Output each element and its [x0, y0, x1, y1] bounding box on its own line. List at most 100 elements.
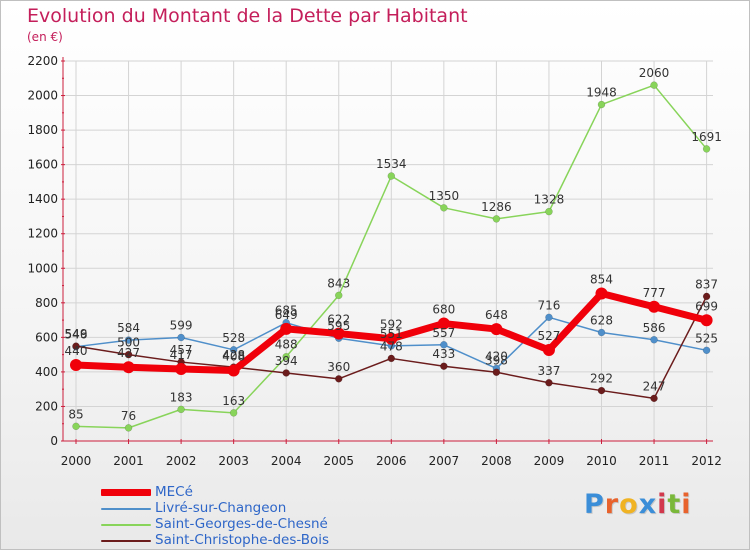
y-tick-label: 2200: [27, 54, 58, 68]
data-label-saint-georges-de-chesn-: 163: [222, 394, 245, 408]
data-point-saint-christophe-des-bois: [702, 292, 711, 301]
grid-layer: [63, 60, 713, 441]
legend-label: Saint-Georges-de-Chesné: [155, 516, 328, 532]
data-point-saint-christophe-des-bois: [545, 379, 553, 387]
data-point-livr-sur-changeon: [597, 328, 606, 337]
data-point-saint-georges-de-chesn-: [597, 100, 606, 109]
data-label-saint-georges-de-chesn-: 488: [275, 338, 298, 352]
data-point-livr-sur-changeon: [440, 341, 448, 349]
data-label-saint-christophe-des-bois: 398: [485, 353, 508, 367]
y-tick-label: 400: [35, 365, 58, 379]
logo-letter: i: [657, 489, 668, 520]
x-tick-label: 2002: [166, 454, 197, 468]
y-tick-label: 200: [35, 399, 58, 413]
data-point-mec-: [648, 300, 661, 313]
proxiti-logo: Proxiti: [584, 489, 692, 520]
data-label-livr-sur-changeon: 551: [380, 327, 403, 341]
data-point-saint-christophe-des-bois: [282, 369, 290, 377]
data-point-livr-sur-changeon: [545, 313, 553, 322]
legend-label: Saint-Christophe-des-Bois: [155, 532, 330, 548]
data-label-mec-: 854: [590, 272, 613, 286]
legend-label: MECé: [155, 484, 193, 500]
x-tick-label: 2006: [376, 454, 407, 468]
y-tick-label: 1400: [27, 192, 58, 206]
data-label-saint-christophe-des-bois: 478: [380, 339, 403, 353]
data-point-saint-georges-de-chesn-: [124, 424, 133, 432]
data-point-saint-christophe-des-bois: [72, 342, 80, 350]
data-point-livr-sur-changeon: [650, 336, 658, 344]
data-label-mec-: 699: [695, 299, 718, 313]
data-label-mec-: 427: [117, 346, 140, 360]
data-point-saint-christophe-des-bois: [440, 362, 448, 370]
data-label-saint-georges-de-chesn-: 76: [121, 409, 136, 423]
data-label-saint-christophe-des-bois: 428: [222, 348, 245, 362]
data-point-saint-christophe-des-bois: [650, 394, 658, 403]
data-label-saint-georges-de-chesn-: 1948: [586, 86, 617, 100]
data-point-saint-georges-de-chesn-: [650, 81, 658, 89]
y-tick-label: 1600: [27, 158, 58, 172]
y-tick-label: 1200: [27, 227, 58, 241]
y-tick-label: 1800: [27, 123, 58, 137]
data-label-saint-georges-de-chesn-: 1691: [691, 130, 722, 144]
data-point-mec-: [385, 332, 398, 345]
y-tick-label: 600: [35, 330, 58, 344]
data-point-saint-georges-de-chesn-: [702, 145, 711, 153]
x-tick-label: 2009: [534, 454, 565, 468]
data-label-livr-sur-changeon: 584: [117, 321, 140, 335]
data-label-mec-: 777: [643, 286, 666, 300]
data-point-saint-georges-de-chesn-: [229, 409, 238, 417]
data-point-saint-georges-de-chesn-: [440, 204, 448, 212]
data-label-saint-georges-de-chesn-: 843: [327, 276, 350, 290]
data-label-mec-: 622: [327, 313, 350, 327]
data-label-livr-sur-changeon: 595: [327, 319, 350, 333]
data-point-mec-: [700, 314, 713, 327]
x-tick-label: 2010: [586, 454, 617, 468]
legend-label: Livré-sur-Changeon: [155, 500, 287, 516]
data-label-saint-christophe-des-bois: 433: [432, 347, 455, 361]
data-label-saint-georges-de-chesn-: 85: [68, 407, 83, 421]
x-tick-label: 2003: [218, 454, 249, 468]
data-label-saint-christophe-des-bois: 337: [537, 364, 560, 378]
y-tick-label: 0: [50, 434, 58, 448]
logo-letter: P: [584, 489, 605, 520]
x-tick-label: 2001: [113, 454, 144, 468]
data-label-saint-georges-de-chesn-: 1534: [376, 157, 407, 171]
data-point-livr-sur-changeon: [177, 333, 185, 342]
legend-swatch: [101, 508, 151, 510]
data-label-saint-christophe-des-bois: 292: [590, 372, 613, 386]
data-point-saint-christophe-des-bois: [387, 354, 396, 363]
data-label-saint-georges-de-chesn-: 1350: [429, 189, 460, 203]
logo-letter: x: [638, 489, 658, 520]
data-label-mec-: 648: [485, 308, 508, 322]
x-tick-label: 2011: [639, 454, 670, 468]
data-point-mec-: [122, 361, 135, 374]
data-point-saint-georges-de-chesn-: [387, 172, 396, 180]
data-point-livr-sur-changeon: [124, 336, 133, 344]
y-tick-label: 800: [35, 296, 58, 310]
data-label-livr-sur-changeon: 586: [643, 321, 666, 335]
data-point-livr-sur-changeon: [702, 346, 711, 355]
data-label-livr-sur-changeon: 525: [695, 331, 718, 345]
data-label-livr-sur-changeon: 420: [485, 349, 508, 363]
data-label-saint-georges-de-chesn-: 2060: [639, 66, 670, 80]
data-point-saint-georges-de-chesn-: [545, 207, 553, 216]
data-label-livr-sur-changeon: 546: [65, 328, 88, 342]
data-label-mec-: 649: [275, 308, 298, 322]
data-point-saint-christophe-des-bois: [124, 350, 133, 359]
x-tick-label: 2000: [61, 454, 92, 468]
data-label-saint-christophe-des-bois: 360: [327, 360, 350, 374]
data-point-saint-christophe-des-bois: [597, 386, 606, 395]
data-label-mec-: 440: [65, 344, 88, 358]
data-label-livr-sur-changeon: 528: [222, 331, 245, 345]
data-label-livr-sur-changeon: 716: [537, 298, 560, 312]
x-tick-label: 2012: [691, 454, 722, 468]
data-point-saint-georges-de-chesn-: [72, 422, 80, 431]
logo-letter: t: [667, 489, 682, 520]
logo-letter: o: [619, 489, 639, 520]
data-label-saint-christophe-des-bois: 837: [695, 277, 718, 291]
logo-letter: i: [681, 489, 692, 520]
x-tick-label: 2004: [271, 454, 302, 468]
x-tick-label: 2005: [323, 454, 354, 468]
legend-swatch: [101, 540, 151, 542]
